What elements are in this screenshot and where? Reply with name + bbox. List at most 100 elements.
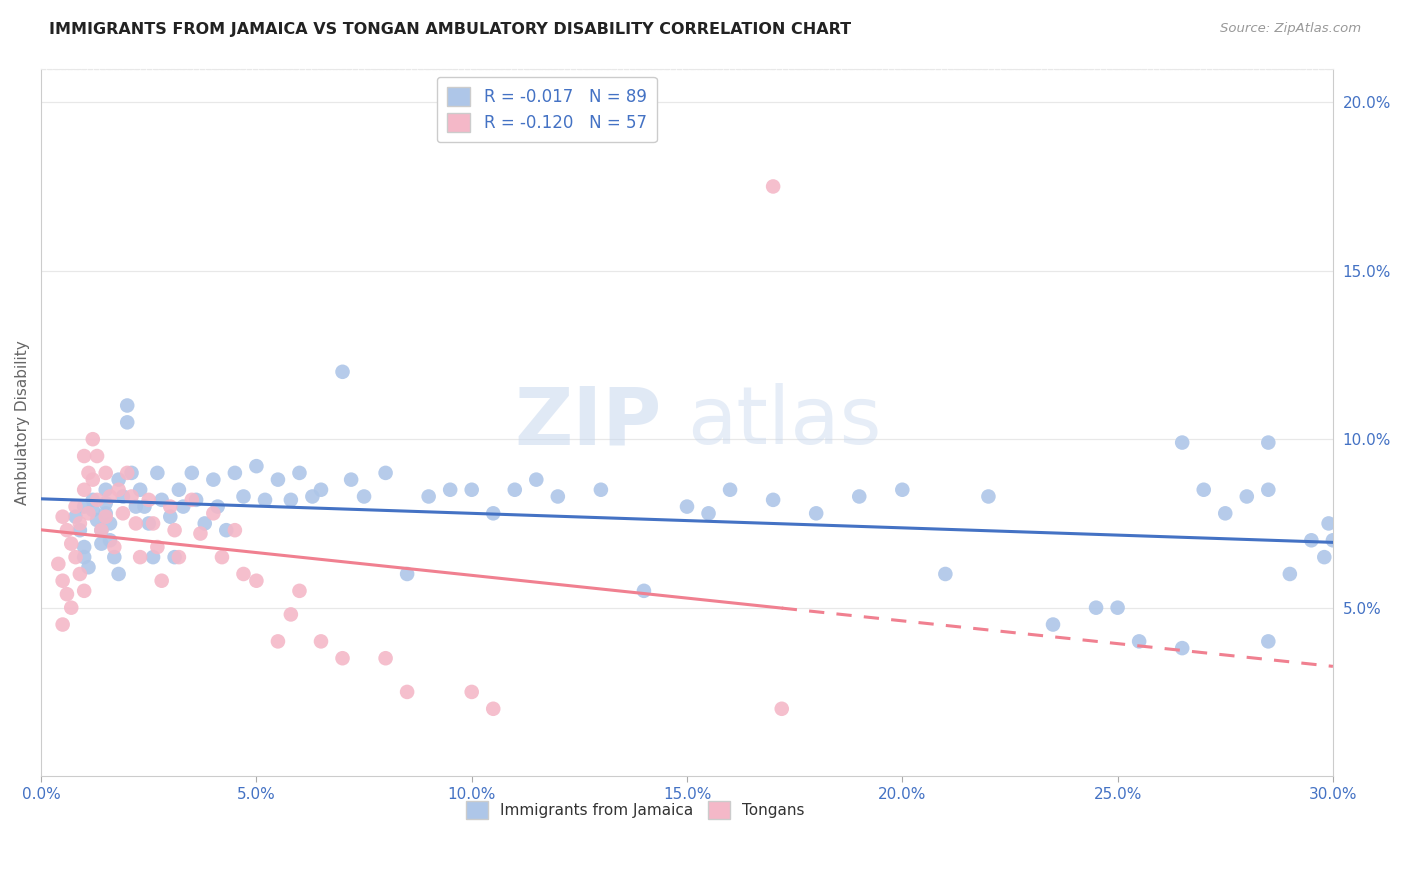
Point: [82, 503, 104, 517]
Point: [396, 685, 419, 699]
Point: [1257, 435, 1279, 450]
Point: [121, 490, 143, 504]
Point: [73, 483, 96, 497]
Point: [111, 506, 134, 520]
Point: [69, 566, 91, 581]
Point: [73, 500, 96, 514]
Point: [1213, 506, 1236, 520]
Point: [180, 466, 202, 480]
Point: [184, 492, 207, 507]
Point: [86, 449, 108, 463]
Point: [94, 466, 117, 480]
Point: [460, 483, 482, 497]
Point: [633, 583, 655, 598]
Point: [163, 550, 186, 565]
Point: [86, 513, 108, 527]
Point: [65, 509, 87, 524]
Point: [77, 560, 100, 574]
Point: [107, 473, 129, 487]
Point: [396, 566, 419, 581]
Point: [73, 550, 96, 565]
Point: [332, 365, 354, 379]
Point: [718, 483, 741, 497]
Point: [82, 492, 104, 507]
Point: [891, 483, 914, 497]
Point: [90, 523, 112, 537]
Point: [94, 506, 117, 520]
Point: [524, 473, 547, 487]
Text: ZIP: ZIP: [515, 384, 661, 461]
Point: [1301, 533, 1323, 548]
Point: [77, 466, 100, 480]
Point: [301, 490, 323, 504]
Legend: Immigrants from Jamaica, Tongans: Immigrants from Jamaica, Tongans: [460, 796, 811, 825]
Point: [1192, 483, 1215, 497]
Point: [94, 496, 117, 510]
Point: [146, 466, 169, 480]
Point: [1085, 600, 1108, 615]
Point: [142, 516, 165, 531]
Point: [121, 466, 143, 480]
Point: [676, 500, 699, 514]
Point: [69, 516, 91, 531]
Point: [1313, 550, 1336, 565]
Point: [134, 500, 156, 514]
Point: [138, 516, 160, 531]
Point: [69, 523, 91, 537]
Point: [374, 466, 396, 480]
Point: [90, 523, 112, 537]
Point: [232, 490, 254, 504]
Point: [82, 432, 104, 446]
Point: [60, 600, 83, 615]
Point: [267, 634, 290, 648]
Point: [224, 466, 246, 480]
Point: [762, 492, 785, 507]
Point: [482, 506, 505, 520]
Point: [73, 540, 96, 554]
Point: [202, 506, 225, 520]
Point: [111, 490, 134, 504]
Point: [1317, 516, 1340, 531]
Point: [194, 516, 217, 531]
Point: [202, 473, 225, 487]
Point: [309, 483, 332, 497]
Point: [190, 526, 212, 541]
Point: [107, 483, 129, 497]
Point: [125, 500, 148, 514]
Point: [503, 483, 526, 497]
Point: [115, 466, 138, 480]
Point: [167, 483, 190, 497]
Point: [125, 516, 148, 531]
Point: [1236, 490, 1258, 504]
Point: [90, 536, 112, 550]
Point: [418, 490, 440, 504]
Point: [172, 500, 194, 514]
Point: [52, 509, 75, 524]
Point: [146, 540, 169, 554]
Point: [52, 617, 75, 632]
Point: [253, 492, 276, 507]
Point: [245, 574, 267, 588]
Point: [340, 473, 363, 487]
Point: [589, 483, 612, 497]
Point: [129, 483, 152, 497]
Point: [309, 634, 332, 648]
Point: [115, 415, 138, 429]
Point: [65, 500, 87, 514]
Point: [73, 449, 96, 463]
Point: [224, 523, 246, 537]
Point: [107, 566, 129, 581]
Point: [697, 506, 720, 520]
Point: [98, 490, 121, 504]
Point: [267, 473, 290, 487]
Point: [94, 483, 117, 497]
Point: [1128, 634, 1150, 648]
Point: [167, 550, 190, 565]
Point: [770, 702, 793, 716]
Point: [482, 702, 505, 716]
Point: [353, 490, 375, 504]
Point: [52, 574, 75, 588]
Point: [138, 492, 160, 507]
Point: [215, 523, 238, 537]
Point: [180, 492, 202, 507]
